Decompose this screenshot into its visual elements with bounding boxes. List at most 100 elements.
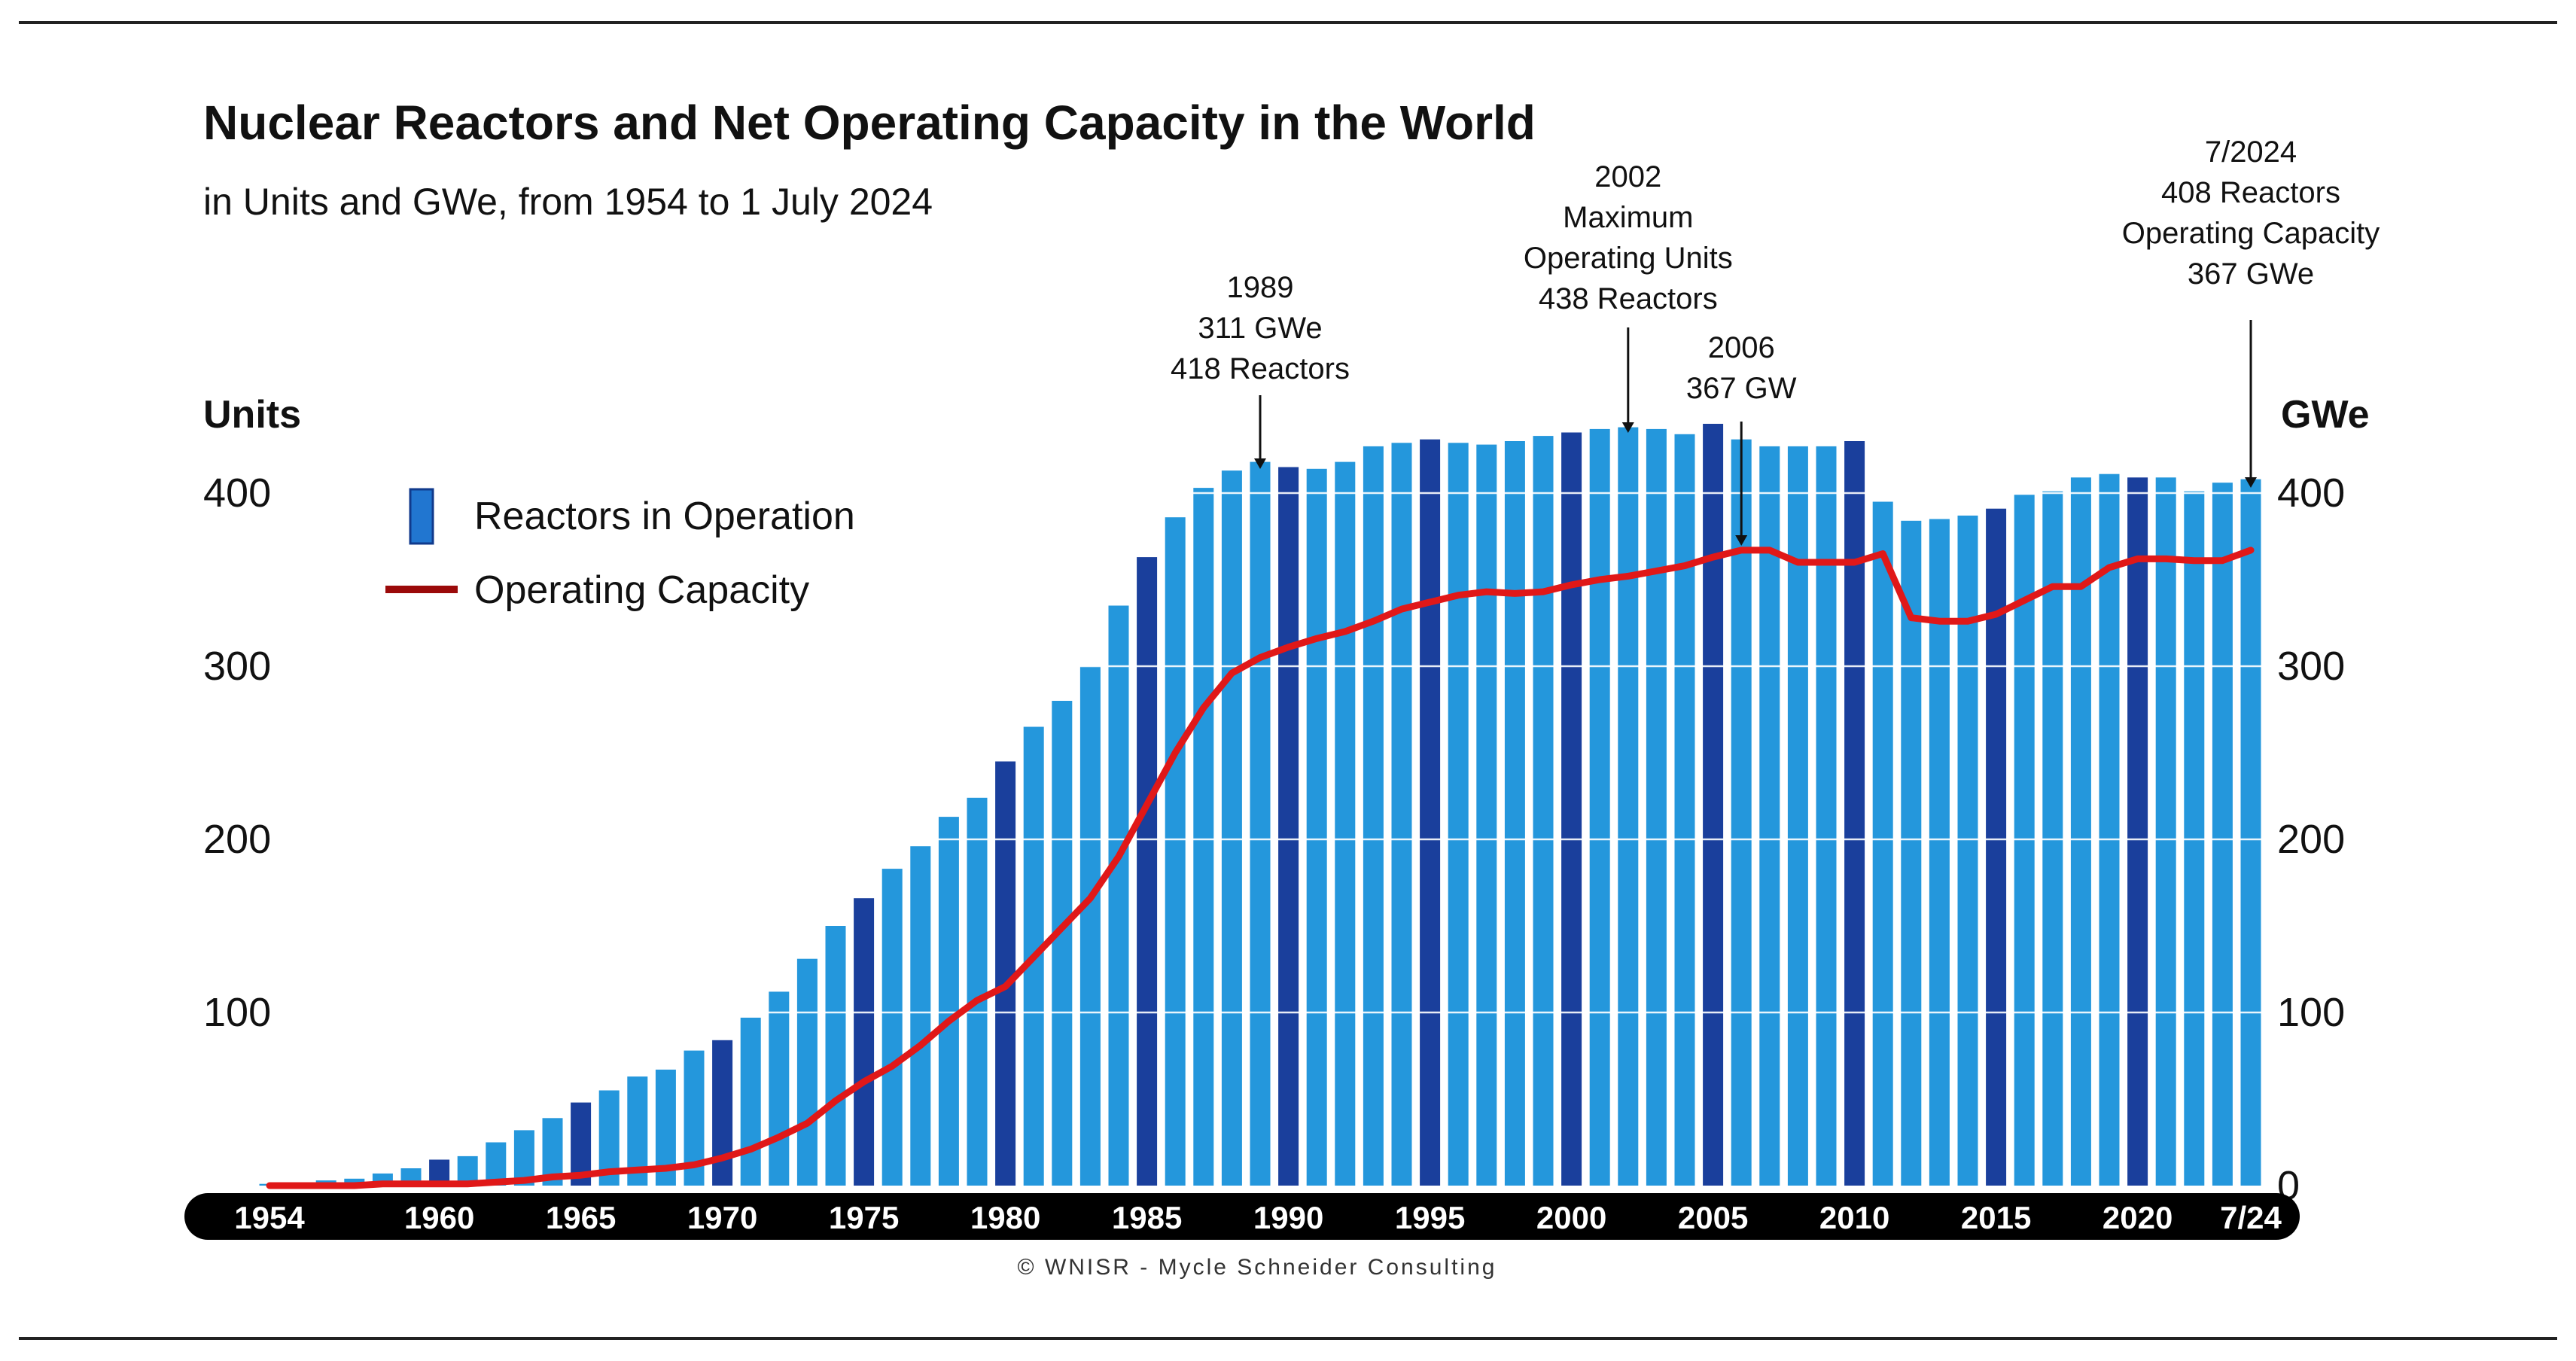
bar-1984 (1108, 605, 1129, 1186)
x-tick-1965: 1965 (546, 1200, 616, 1235)
bar-2018 (2070, 477, 2091, 1186)
annotation-text: Operating Capacity (2122, 217, 2380, 250)
annotation-text: 367 GW (1686, 372, 1797, 405)
x-tick-1960: 1960 (404, 1200, 474, 1235)
x-tick-2010: 2010 (1819, 1200, 1889, 1235)
bar-2021 (2155, 477, 2176, 1186)
annotation-2002: 2002 Maximum Operating Units 438 Reactors (1524, 160, 1733, 433)
chart-title: Nuclear Reactors and Net Operating Capac… (203, 96, 1536, 150)
annotation-text: 7/2024 (2205, 135, 2297, 169)
bar-series (248, 424, 2266, 1186)
x-tick-1995: 1995 (1395, 1200, 1465, 1235)
bar-1992 (1335, 461, 1356, 1186)
bar-2023 (2212, 483, 2233, 1186)
bar-1978 (938, 817, 959, 1186)
bar-2020 (2127, 477, 2148, 1186)
legend-bar-label: Reactors in Operation (474, 495, 855, 538)
bar-1971 (740, 1017, 761, 1186)
bar-1988 (1221, 470, 1242, 1186)
annotation-arrowhead (1254, 458, 1266, 469)
bar-1977 (910, 846, 931, 1186)
y-left-tick: 200 (203, 817, 271, 862)
bar-1995 (1420, 439, 1441, 1186)
annotation-2006: 2006 367 GW (1686, 331, 1797, 546)
x-tick-1990: 1990 (1253, 1200, 1323, 1235)
annotation-1989: 1989 311 GWe 418 Reactors (1171, 271, 1350, 469)
bar-1999 (1533, 436, 1554, 1186)
annotation-arrowhead (1735, 535, 1748, 546)
bar-2003 (1646, 428, 1667, 1186)
bar-2008 (1787, 446, 1808, 1186)
x-tick-1980: 1980 (970, 1200, 1040, 1235)
bar-1996 (1448, 443, 1469, 1186)
x-tick-7-24: 7/24 (2220, 1200, 2282, 1235)
x-tick-1954: 1954 (234, 1200, 305, 1235)
bar-2006 (1731, 439, 1752, 1186)
bar-1983 (1079, 666, 1101, 1186)
annotation-text: 2002 (1594, 160, 1661, 193)
bar-1957 (344, 1178, 365, 1186)
annotations: 1989 311 GWe 418 Reactors 2002 Maximum Operat… (1171, 135, 2380, 546)
bar-2009 (1816, 446, 1837, 1186)
annotation-text: 418 Reactors (1171, 352, 1350, 385)
annotation-text: 367 GWe (2188, 257, 2314, 291)
x-tick-2000: 2000 (1536, 1200, 1606, 1235)
credit: © WNISR - Mycle Schneider Consulting (1018, 1255, 1497, 1280)
y-left-tick: 300 (203, 644, 271, 689)
y-left-tick: 400 (203, 470, 271, 516)
annotation-text: 2006 (1708, 331, 1775, 364)
left-axis-title: Units (203, 393, 301, 437)
bar-2015 (1986, 508, 2007, 1186)
bar-2019 (2099, 473, 2120, 1186)
annotation-arrowhead (1621, 422, 1634, 433)
annotation-text: Operating Units (1524, 242, 1733, 275)
y-right-tick: 300 (2277, 644, 2345, 689)
bar-1974 (825, 926, 846, 1186)
bar-2013 (1929, 519, 1950, 1186)
legend: Reactors in Operation Operating Capacity (385, 488, 855, 612)
y-left-tick: 100 (203, 990, 271, 1035)
x-tick-2005: 2005 (1678, 1200, 1748, 1235)
bar-2002 (1618, 427, 1639, 1186)
bar-7-24 (2240, 479, 2261, 1186)
bar-1986 (1165, 517, 1186, 1186)
bar-1994 (1391, 443, 1412, 1186)
bar-2001 (1589, 428, 1610, 1186)
x-tick-1975: 1975 (829, 1200, 899, 1235)
bar-2005 (1703, 424, 1724, 1186)
bar-1972 (769, 991, 790, 1186)
annotation-text: 438 Reactors (1539, 282, 1718, 315)
right-axis-title: GWe (2281, 393, 2370, 437)
y-right-tick: 400 (2277, 470, 2345, 516)
bar-1993 (1363, 446, 1384, 1186)
bar-1975 (854, 898, 875, 1186)
y-right-tick: 100 (2277, 990, 2345, 1035)
bar-2010 (1844, 441, 1865, 1186)
x-tick-1985: 1985 (1112, 1200, 1182, 1235)
legend-line-label: Operating Capacity (474, 568, 809, 612)
legend-bar-swatch (409, 488, 434, 545)
x-tick-2015: 2015 (1961, 1200, 2031, 1235)
bar-1998 (1504, 441, 1525, 1186)
bar-1976 (882, 869, 903, 1186)
bar-1982 (1052, 701, 1073, 1186)
capacity-line (266, 547, 2255, 1189)
annotation-text: 1989 (1227, 271, 1294, 304)
annotation-text: 408 Reactors (2161, 176, 2340, 209)
line-series (266, 547, 2255, 1189)
bar-1973 (796, 958, 818, 1186)
bar-2007 (1759, 446, 1780, 1186)
annotation-text: Maximum (1563, 201, 1693, 234)
bar-1980 (995, 761, 1016, 1186)
annotation-text: 311 GWe (1198, 312, 1322, 345)
annotation-7-24: 7/2024 408 Reactors Operating Capacity 367 … (2122, 135, 2380, 488)
bar-1989 (1250, 461, 1271, 1186)
chart-subtitle: in Units and GWe, from 1954 to 1 July 20… (203, 181, 933, 223)
x-tick-2020: 2020 (2103, 1200, 2173, 1235)
bar-2004 (1674, 434, 1695, 1186)
annotation-arrowhead (2245, 477, 2257, 488)
bar-1990 (1278, 467, 1299, 1186)
bar-2012 (1901, 520, 1922, 1186)
bar-2014 (1957, 515, 1978, 1186)
y-right-tick: 200 (2277, 817, 2345, 862)
